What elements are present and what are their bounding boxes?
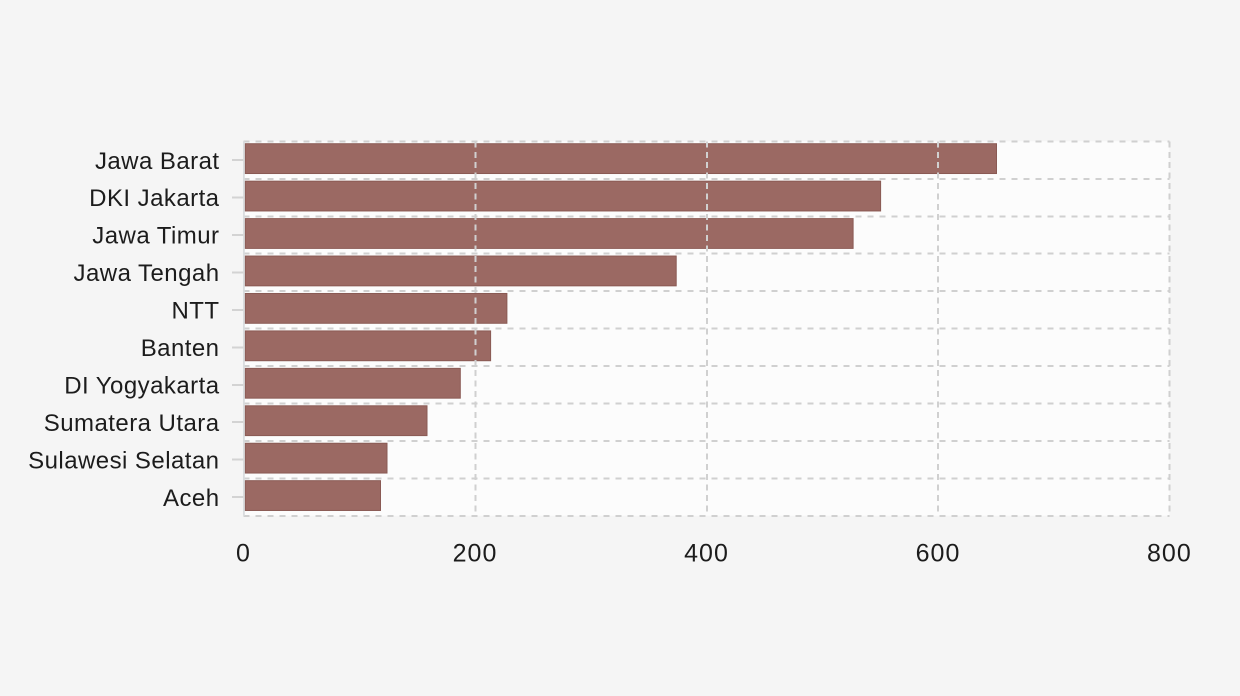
- svg-text:200: 200: [453, 540, 498, 568]
- svg-text:Aceh: Aceh: [163, 485, 220, 512]
- svg-text:600: 600: [916, 540, 961, 568]
- svg-text:400: 400: [684, 540, 729, 568]
- svg-text:NTT: NTT: [171, 298, 219, 325]
- svg-text:800: 800: [1147, 540, 1192, 568]
- svg-text:Sulawesi Selatan: Sulawesi Selatan: [28, 447, 219, 474]
- svg-text:Jawa Barat: Jawa Barat: [95, 148, 220, 175]
- svg-text:DI Yogyakarta: DI Yogyakarta: [64, 373, 219, 400]
- svg-text:DKI Jakarta: DKI Jakarta: [89, 185, 220, 212]
- svg-text:Jawa Tengah: Jawa Tengah: [74, 260, 220, 287]
- svg-text:Sumatera Utara: Sumatera Utara: [44, 410, 220, 437]
- svg-text:Jawa Timur: Jawa Timur: [92, 223, 219, 250]
- svg-text:0: 0: [236, 540, 251, 568]
- svg-text:Banten: Banten: [141, 335, 220, 362]
